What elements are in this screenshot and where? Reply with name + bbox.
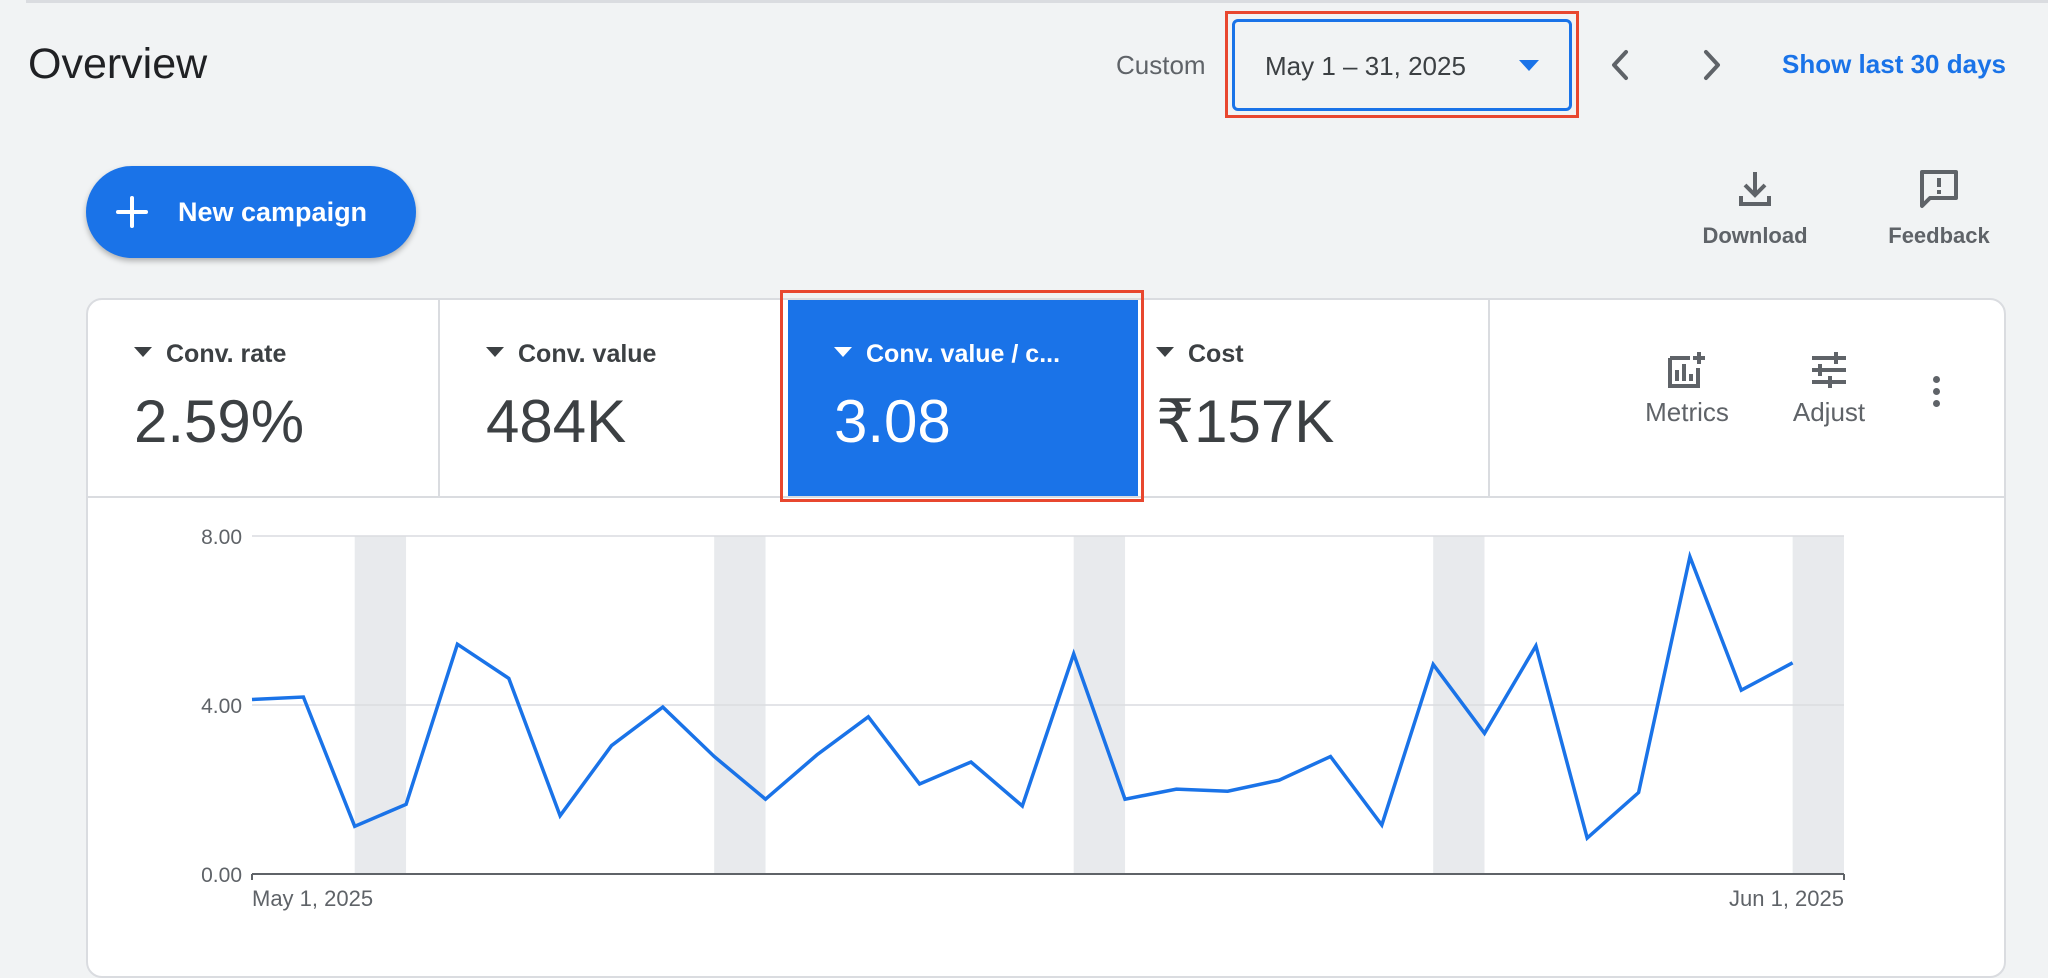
more-vert-dot [1932, 400, 1940, 407]
more-vert-icon [1932, 376, 1940, 383]
metric-tile-conv-value-per-cost[interactable]: Conv. value / c... 3.08 [788, 300, 1138, 496]
caret-down-icon [486, 347, 504, 358]
metric-tile-conv-value[interactable]: Conv. value 484K [440, 300, 790, 496]
metric-value: ₹157K [1156, 388, 1335, 455]
metric-value: 484K [486, 388, 627, 455]
date-range-text: May 1 – 31, 2025 [1265, 51, 1466, 81]
more-vert-dot [1932, 388, 1940, 395]
download-label: Download [1702, 223, 1808, 248]
more-options-button[interactable] [1928, 376, 1944, 416]
chevron-right-icon [1704, 50, 1720, 80]
y-tick-label: 8.00 [201, 526, 242, 549]
show-last-30-days-link[interactable]: Show last 30 days [1782, 49, 2006, 79]
plus-icon [116, 196, 148, 228]
metric-header: Conv. rate [134, 338, 286, 370]
tune-icon [1812, 352, 1846, 388]
next-period-button[interactable] [1692, 40, 1732, 90]
metric-header: Conv. value [486, 338, 656, 370]
adjust-button[interactable]: Adjust [1774, 350, 1884, 450]
top-divider [26, 0, 2048, 3]
page-title: Overview [28, 40, 208, 88]
date-range-picker[interactable]: May 1 – 31, 2025 [1232, 19, 1572, 111]
highlight-box [1225, 11, 1579, 118]
series-line [251, 550, 1794, 842]
y-tick-label: 4.00 [201, 695, 242, 718]
feedback-label: Feedback [1888, 223, 1990, 248]
chevron-left-icon [1612, 50, 1628, 80]
new-campaign-label: New campaign [178, 197, 368, 227]
card-divider [88, 496, 2004, 498]
metric-value: 3.08 [834, 388, 951, 455]
highlight-box [780, 290, 1144, 502]
previous-period-button[interactable] [1600, 40, 1640, 90]
y-tick-label: 0.00 [201, 864, 242, 887]
new-campaign-button[interactable]: New campaign [86, 166, 416, 258]
caret-down-icon [1156, 347, 1174, 358]
feedback-button[interactable]: Feedback [1874, 168, 2004, 258]
metric-value: 2.59% [134, 388, 305, 455]
caret-down-icon [134, 347, 152, 358]
add-chart-icon [1668, 352, 1705, 388]
download-button[interactable]: Download [1690, 168, 1820, 258]
metric-header: Cost [1156, 338, 1244, 370]
metric-label: Conv. value / c... [866, 340, 1061, 368]
x-tick-label: May 1, 2025 [252, 886, 373, 911]
adjust-label: Adjust [1792, 397, 1866, 427]
metric-header: Conv. value / c... [834, 338, 1060, 370]
x-tick-label: Jun 1, 2025 [1729, 886, 1844, 911]
performance-card: Conv. rate 2.59% Conv. value 484K Conv. … [86, 298, 2006, 978]
feedback-icon [1920, 170, 1958, 208]
metric-tile-cost[interactable]: Cost ₹157K [1138, 300, 1490, 496]
metrics-button[interactable]: Metrics [1632, 350, 1742, 450]
metric-label: Cost [1188, 340, 1244, 368]
date-mode-label: Custom [1116, 50, 1206, 80]
metric-tile-conv-rate[interactable]: Conv. rate 2.59% [88, 300, 440, 496]
caret-down-icon [834, 347, 852, 358]
metrics-label: Metrics [1645, 397, 1729, 427]
metric-label: Conv. value [518, 340, 657, 368]
dropdown-arrow-icon [1519, 60, 1539, 71]
line-chart: 0.00 4.00 8.00 May 1, 2025 Jun 1, 2025 [201, 526, 1845, 911]
download-icon [1739, 172, 1771, 206]
metric-label: Conv. rate [166, 340, 287, 368]
